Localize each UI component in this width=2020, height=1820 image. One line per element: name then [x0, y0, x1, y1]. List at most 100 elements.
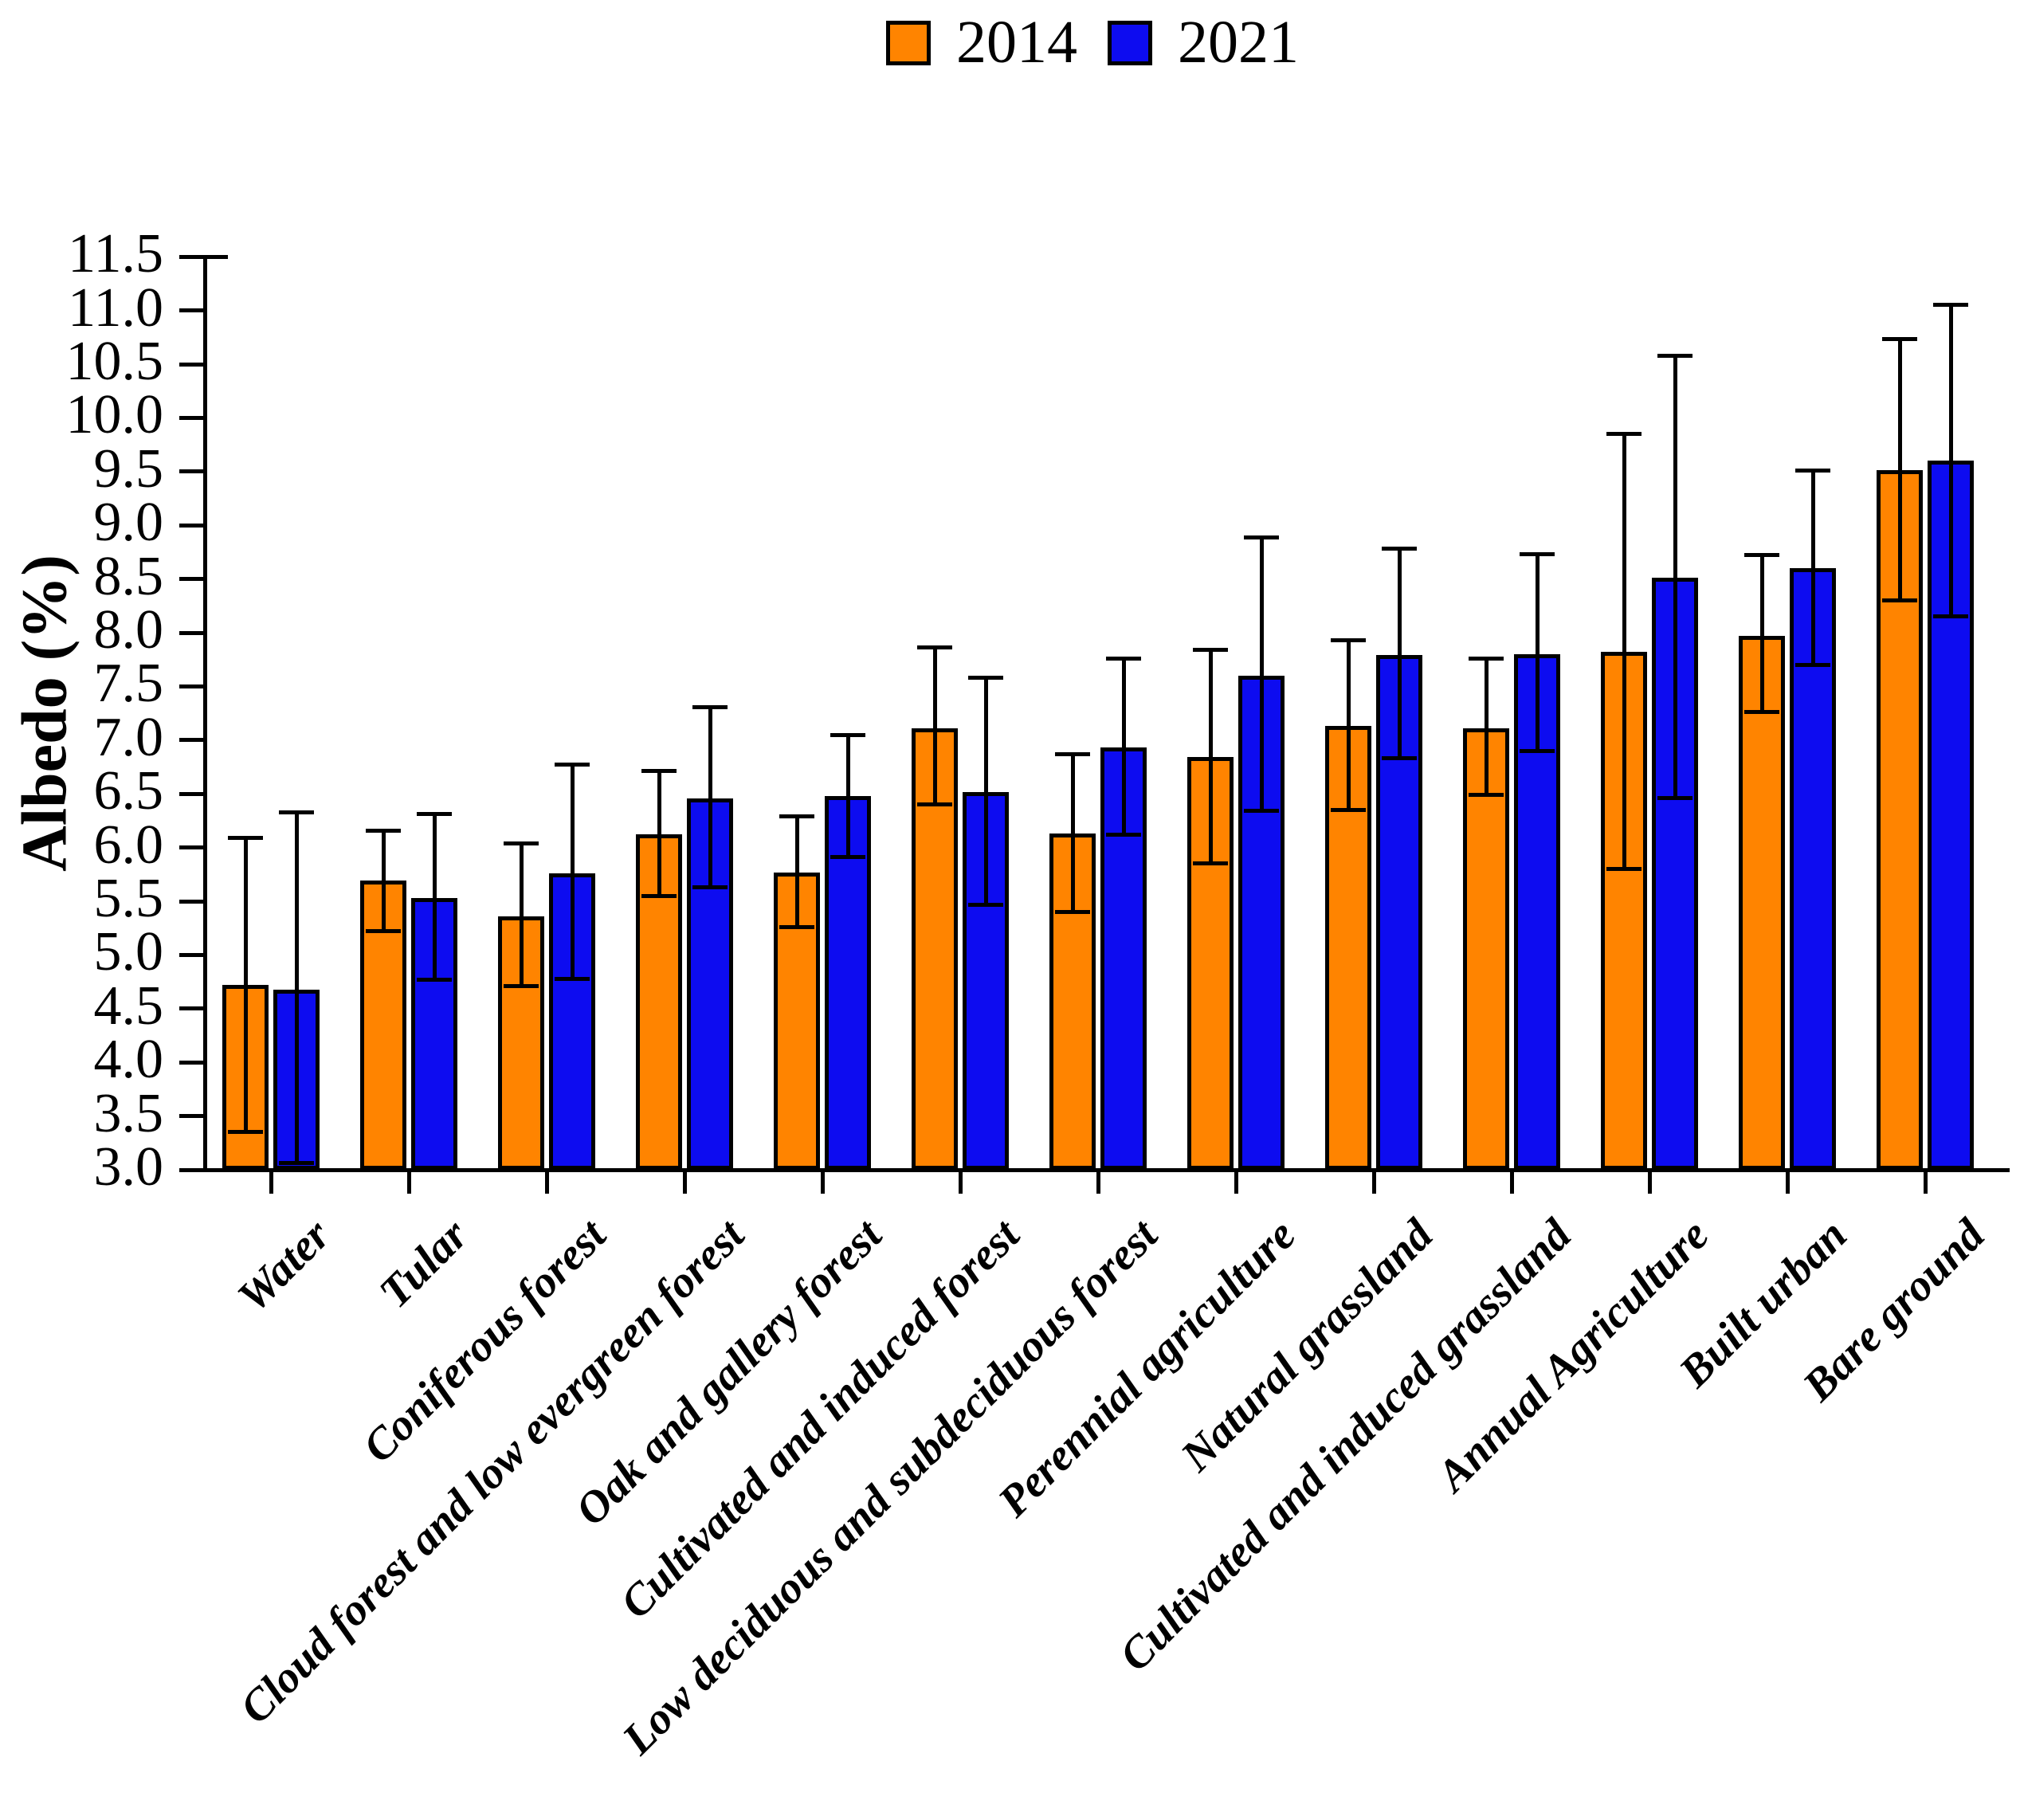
errorbar-line-2021-low-deciduous-and-subdeciduous-forest	[1121, 658, 1126, 835]
errorbar-cap-top-2014-cultivated-and-induced-forest	[917, 645, 952, 650]
errorbar-cap-top-2014-coniferous-forest	[504, 841, 539, 845]
y-tick-label-5.5: 5.5	[93, 867, 164, 929]
errorbar-cap-bottom-2014-cultivated-and-induced-grassland	[1469, 793, 1504, 798]
y-tick-4.5	[179, 1006, 203, 1011]
errorbar-line-2021-annual-agriculture	[1673, 355, 1677, 798]
bar-2014-perennial-agriculture	[1187, 757, 1234, 1170]
errorbar-line-2021-coniferous-forest	[570, 764, 575, 979]
legend-swatch-2021	[1108, 20, 1152, 65]
y-tick-label-10.0: 10.0	[65, 384, 164, 446]
y-tick-8.0	[179, 630, 203, 635]
y-tick-label-11.0: 11.0	[68, 277, 163, 339]
y-tick-3.5	[179, 1114, 203, 1119]
errorbar-cap-bottom-2021-natural-grassland	[1382, 756, 1417, 761]
errorbar-line-2021-cloud-forest-and-low-evergreen-forest	[708, 707, 712, 888]
errorbar-line-2014-cultivated-and-induced-forest	[932, 647, 937, 805]
errorbar-line-2014-perennial-agriculture	[1208, 649, 1213, 864]
errorbar-cap-top-2014-cloud-forest-and-low-evergreen-forest	[641, 769, 677, 774]
errorbar-cap-top-2014-oak-and-gallery-forest	[779, 814, 814, 818]
errorbar-line-2014-natural-grassland	[1346, 640, 1351, 810]
y-tick-label-11.5: 11.5	[68, 222, 163, 284]
y-tick-label-9.5: 9.5	[93, 437, 164, 500]
y-tick-6.5	[179, 791, 203, 796]
errorbar-cap-top-2014-natural-grassland	[1331, 637, 1366, 642]
errorbar-cap-bottom-2014-cloud-forest-and-low-evergreen-forest	[641, 893, 677, 898]
y-tick-7.0	[179, 738, 203, 743]
y-tick-7.5	[179, 684, 203, 688]
errorbar-cap-top-2021-cultivated-and-induced-grassland	[1520, 552, 1555, 557]
errorbar-cap-top-2021-coniferous-forest	[555, 763, 590, 767]
errorbar-cap-bottom-2021-cultivated-and-induced-forest	[968, 902, 1003, 907]
y-tick-top-stub	[207, 254, 228, 259]
errorbar-cap-top-2021-natural-grassland	[1382, 547, 1417, 551]
errorbar-line-2021-cultivated-and-induced-grassland	[1535, 554, 1540, 751]
errorbar-cap-bottom-2014-coniferous-forest	[504, 983, 539, 988]
errorbar-cap-bottom-2014-water	[228, 1130, 263, 1135]
errorbar-cap-bottom-2021-tular	[417, 977, 452, 982]
errorbar-line-2021-cultivated-and-induced-forest	[983, 677, 988, 905]
errorbar-line-2021-oak-and-gallery-forest	[845, 735, 850, 857]
errorbar-cap-top-2014-cultivated-and-induced-grassland	[1469, 656, 1504, 661]
x-tick-water	[269, 1170, 273, 1194]
y-axis-line	[203, 254, 207, 1172]
y-tick-8.5	[179, 577, 203, 582]
errorbar-line-2014-cloud-forest-and-low-evergreen-forest	[657, 771, 661, 896]
errorbar-cap-bottom-2021-oak-and-gallery-forest	[830, 855, 865, 860]
legend-swatch-2014	[886, 20, 931, 65]
errorbar-cap-bottom-2021-cultivated-and-induced-grassland	[1520, 748, 1555, 753]
errorbar-line-2014-tular	[381, 830, 386, 932]
y-tick-10.0	[179, 415, 203, 420]
x-label-natural-grassland: Natural grassland	[1171, 1210, 1443, 1481]
legend: 2014 2021	[886, 8, 1299, 77]
x-label-cloud-forest-and-low-evergreen-forest: Cloud forest and low evergreen forest	[230, 1210, 754, 1734]
errorbar-line-2021-built-urban	[1810, 470, 1815, 665]
x-tick-oak-and-gallery-forest	[820, 1170, 825, 1194]
y-tick-11.0	[179, 308, 203, 313]
bar-2014-cultivated-and-induced-grassland	[1463, 728, 1509, 1170]
errorbar-line-2014-low-deciduous-and-subdeciduous-forest	[1070, 754, 1075, 912]
y-tick-label-8.0: 8.0	[93, 598, 164, 661]
legend-item-2021: 2021	[1108, 8, 1299, 77]
legend-label-2014: 2014	[956, 9, 1077, 76]
errorbar-cap-top-2021-annual-agriculture	[1657, 353, 1692, 358]
bar-2021-cultivated-and-induced-forest	[963, 791, 1009, 1170]
y-tick-label-9.0: 9.0	[93, 491, 164, 553]
errorbar-cap-bottom-2021-perennial-agriculture	[1244, 809, 1279, 814]
errorbar-cap-top-2021-built-urban	[1795, 468, 1830, 473]
errorbar-cap-bottom-2021-water	[279, 1161, 314, 1166]
y-tick-label-3.5: 3.5	[93, 1082, 164, 1144]
y-tick-9.5	[179, 469, 203, 474]
bar-2021-built-urban	[1790, 568, 1836, 1170]
x-tick-coniferous-forest	[544, 1170, 549, 1194]
errorbar-line-2014-built-urban	[1759, 555, 1764, 712]
y-tick-label-4.5: 4.5	[93, 975, 164, 1037]
y-tick-label-7.5: 7.5	[93, 653, 164, 715]
y-tick-10.5	[179, 362, 203, 367]
errorbar-cap-top-2021-oak-and-gallery-forest	[830, 732, 865, 737]
errorbar-cap-top-2014-annual-agriculture	[1606, 432, 1641, 437]
errorbar-cap-bottom-2014-tular	[366, 929, 401, 934]
y-tick-label-4.0: 4.0	[93, 1028, 164, 1090]
x-tick-natural-grassland	[1371, 1170, 1376, 1194]
errorbar-cap-top-2014-low-deciduous-and-subdeciduous-forest	[1055, 751, 1090, 756]
errorbar-cap-top-2014-tular	[366, 828, 401, 833]
errorbar-cap-bottom-2014-perennial-agriculture	[1193, 861, 1228, 866]
errorbar-cap-bottom-2014-built-urban	[1744, 710, 1779, 715]
y-tick-label-10.5: 10.5	[65, 330, 164, 392]
x-tick-built-urban	[1785, 1170, 1790, 1194]
errorbar-cap-bottom-2021-coniferous-forest	[555, 976, 590, 981]
errorbar-cap-bottom-2021-low-deciduous-and-subdeciduous-forest	[1106, 832, 1141, 837]
y-tick-5.5	[179, 899, 203, 904]
errorbar-cap-top-2021-bare-ground	[1933, 303, 1968, 308]
errorbar-cap-bottom-2014-low-deciduous-and-subdeciduous-forest	[1055, 909, 1090, 914]
x-axis-line	[203, 1167, 2010, 1172]
x-tick-perennial-agriculture	[1234, 1170, 1238, 1194]
y-tick-label-5.0: 5.0	[93, 921, 164, 983]
legend-item-2014: 2014	[886, 8, 1077, 77]
errorbar-cap-top-2014-perennial-agriculture	[1193, 648, 1228, 653]
errorbar-cap-bottom-2021-annual-agriculture	[1657, 796, 1692, 801]
errorbar-cap-top-2021-perennial-agriculture	[1244, 535, 1279, 539]
y-tick-label-3.0: 3.0	[93, 1136, 164, 1198]
legend-label-2021: 2021	[1178, 9, 1299, 76]
